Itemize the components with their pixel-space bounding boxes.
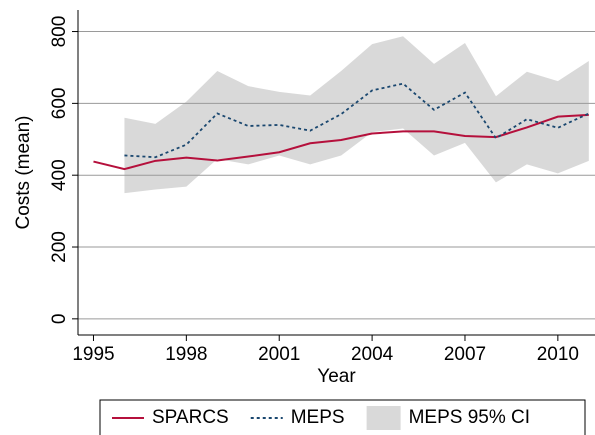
x-tick-label: 1998	[165, 344, 207, 365]
series-line	[93, 113, 589, 171]
legend-swatch	[366, 406, 401, 430]
x-axis-title: Year	[317, 366, 356, 387]
confidence-band	[124, 36, 589, 194]
x-tick-label: 2007	[444, 344, 486, 365]
y-tick-label: 600	[49, 88, 70, 120]
series-line	[124, 82, 590, 159]
y-tick-label: 800	[49, 16, 70, 48]
x-tick-label: 2001	[258, 344, 300, 365]
legend: SPARCS MEPS MEPS 95% CI	[99, 399, 586, 435]
x-tick-label: 2004	[351, 344, 394, 365]
y-tick-label: 400	[49, 159, 70, 191]
x-tick-label: 1995	[72, 344, 114, 365]
legend-box	[99, 399, 586, 435]
y-axis-title: Costs (mean)	[13, 115, 34, 229]
x-tick-label: 2010	[537, 344, 579, 365]
legend-label: SPARCS	[152, 407, 229, 428]
y-tick-label: 0	[49, 314, 70, 325]
y-tick-label: 200	[49, 231, 70, 263]
legend-label: MEPS 95% CI	[409, 407, 530, 428]
legend-label: MEPS	[291, 407, 345, 428]
